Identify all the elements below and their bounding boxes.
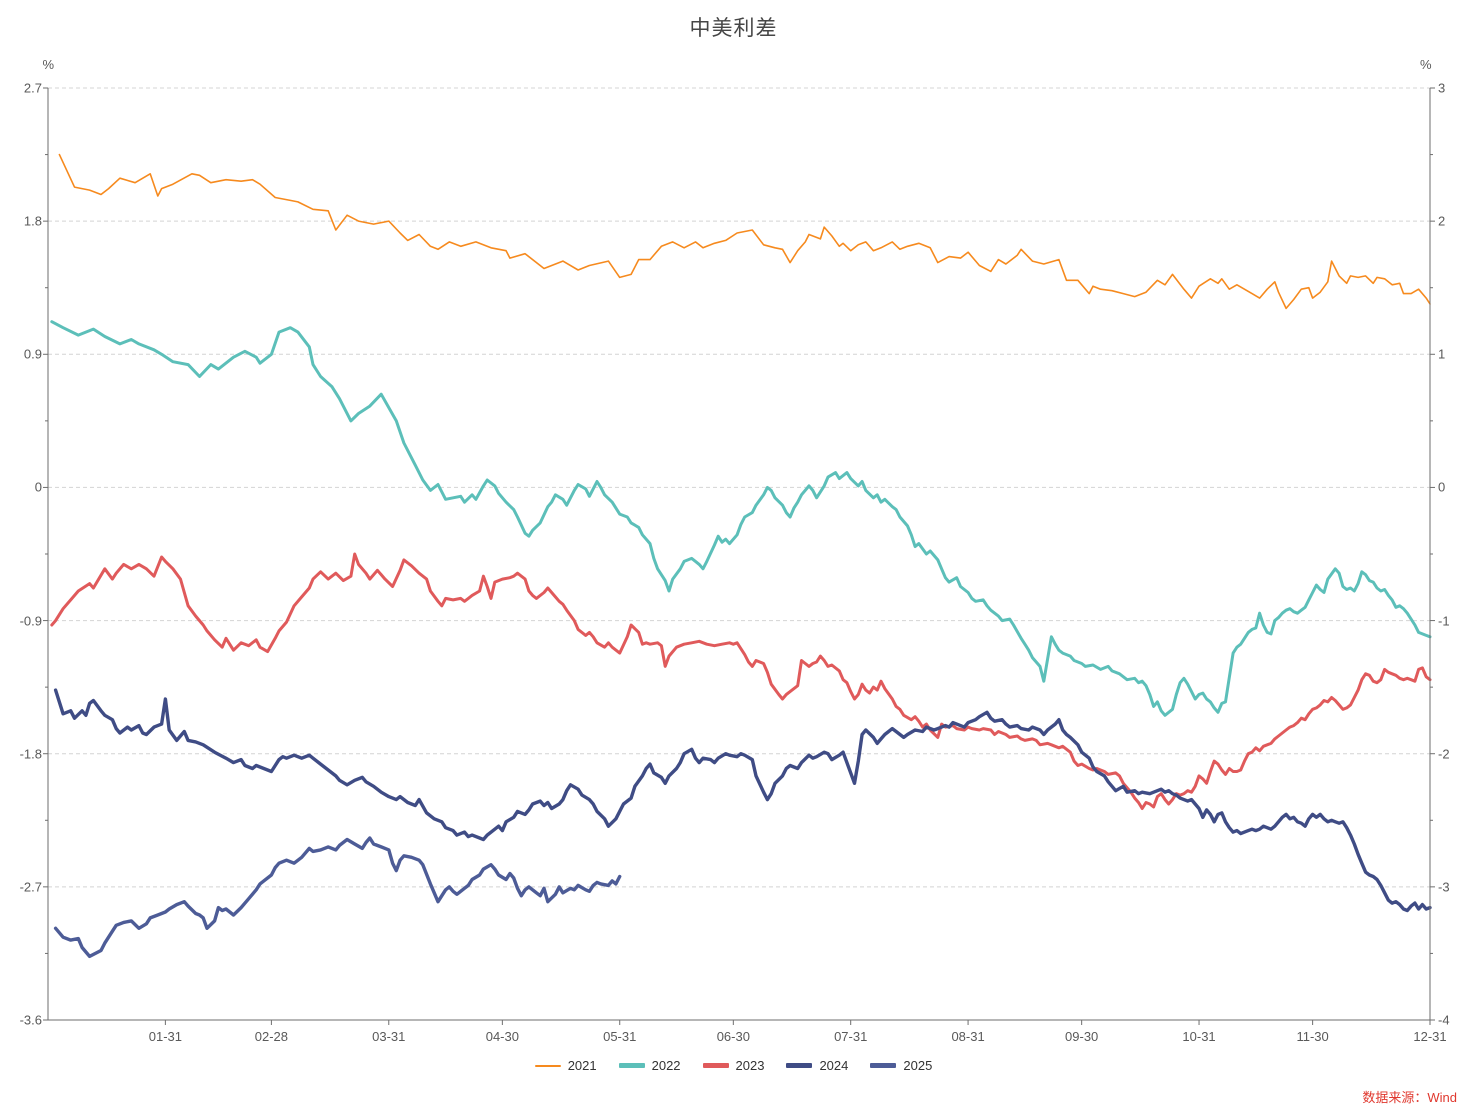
legend-label-2021: 2021 [567,1058,597,1073]
page-title: 中美利差 [689,17,778,40]
y-axis-left-tick-label: 1.8 [23,213,42,229]
y-axis-right-tick-label: 2 [1438,213,1446,229]
x-axis-tick-label: 10-31 [1182,1029,1216,1044]
legend-swatch-2022 [618,1063,645,1068]
legend-label-2024: 2024 [819,1058,849,1073]
x-axis-tick-label: 01-31 [148,1029,182,1044]
y-axis-left-unit: % [42,57,54,72]
x-axis-tick-label: 07-31 [834,1029,868,1044]
data-source-note: 数据来源：Wind [1362,1090,1457,1105]
y-axis-right-tick-label: 0 [1438,479,1446,495]
legend-swatch-2025 [870,1063,897,1068]
legend-item-2024[interactable]: 2024 [786,1058,848,1073]
legend: 2021 2022 2023 2024 2025 [0,1058,1467,1073]
x-axis-tick-label: 04-30 [485,1029,519,1044]
y-axis-right-tick-label: 3 [1438,80,1446,96]
legend-item-2022[interactable]: 2022 [618,1058,681,1073]
series-line-2021 [58,153,1431,310]
legend-label-2022: 2022 [651,1058,681,1073]
y-axis-right-tick-label: -3 [1438,879,1450,895]
y-axis-left-tick-label: 2.7 [23,80,42,96]
x-axis-tick-label: 09-30 [1065,1029,1099,1044]
y-axis-right-tick-label: -1 [1438,613,1450,629]
y-axis-left-tick-label: -2.7 [19,879,42,895]
legend-swatch-2021 [534,1064,561,1067]
x-axis-tick-label: 06-30 [716,1029,750,1044]
legend-label-2023: 2023 [735,1058,765,1073]
legend-swatch-2023 [702,1063,729,1068]
x-axis-tick-label: 02-28 [254,1029,289,1044]
y-axis-right-tick-label: -4 [1438,1012,1450,1028]
y-axis-right-tick-label: 1 [1438,346,1446,362]
series-line-2025 [53,836,622,959]
legend-item-2025[interactable]: 2025 [870,1058,932,1073]
series-line-2023 [50,552,1432,810]
legend-item-2023[interactable]: 2023 [702,1058,765,1073]
legend-swatch-2024 [786,1063,813,1068]
y-axis-right-tick-label: -2 [1438,746,1450,762]
y-axis-left-tick-label: -1.8 [19,746,42,762]
legend-label-2025: 2025 [903,1058,933,1073]
x-axis-tick-label: 11-30 [1296,1029,1329,1044]
series-line-2024 [53,688,1432,913]
x-axis-tick-label: 03-31 [372,1029,406,1044]
x-axis-tick-label: 08-31 [951,1029,985,1044]
y-axis-left-tick-label: -3.6 [19,1012,42,1028]
series-line-2022 [50,320,1432,717]
y-axis-left-tick-label: 0.9 [23,346,42,362]
x-axis-tick-label: 12-31 [1413,1029,1447,1044]
x-axis-tick-label: 05-31 [603,1029,637,1044]
y-axis-right-unit: % [1420,57,1432,72]
y-axis-left-tick-label: 0 [34,479,42,495]
legend-item-2021[interactable]: 2021 [534,1058,597,1073]
y-axis-left-tick-label: -0.9 [19,613,42,629]
